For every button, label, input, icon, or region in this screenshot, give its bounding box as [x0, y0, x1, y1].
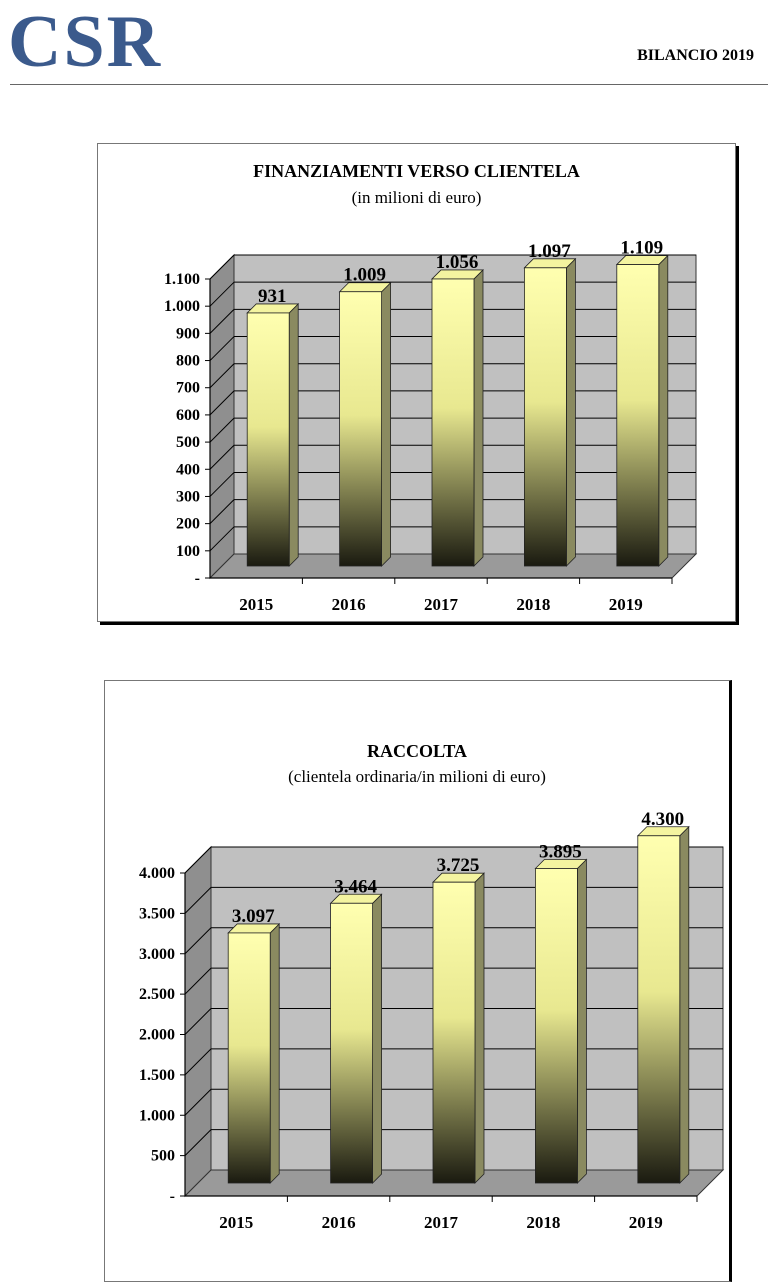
- csr-logo: CSR: [8, 1, 163, 83]
- bar-2018: [535, 868, 578, 1184]
- x-tick-label-2015: 2015: [219, 1213, 253, 1232]
- y-tick-label: 800: [176, 353, 200, 370]
- gridline-side: [184, 967, 212, 995]
- bar-2016: [339, 291, 383, 567]
- y-tick-label: 1.100: [164, 271, 200, 288]
- gridline-side: [209, 444, 235, 470]
- bar-2017: [432, 881, 476, 1184]
- y-tick-label: 1.500: [139, 1067, 175, 1084]
- gridline-side: [184, 1008, 212, 1035]
- chart-title: FINANZIAMENTI VERSO CLIENTELA: [253, 161, 580, 181]
- data-label-2015: 3.097: [232, 906, 275, 927]
- gridline-side: [209, 254, 235, 280]
- data-label-2017: 3.725: [437, 855, 480, 876]
- bar-side-2016: [372, 893, 383, 1184]
- x-tick-label-2019: 2019: [629, 1213, 663, 1232]
- data-label-2015: 931: [258, 286, 287, 307]
- data-label-2018: 3.895: [539, 841, 582, 862]
- y-tick-label: 200: [176, 516, 200, 533]
- bar-2019: [616, 264, 660, 567]
- bar-2016: [330, 902, 374, 1184]
- bar-side-2018: [577, 858, 587, 1184]
- gridline-side: [209, 417, 235, 443]
- data-label-2019: 4.300: [641, 809, 684, 830]
- y-tick-label: 100: [176, 543, 200, 560]
- gridline-side: [184, 927, 212, 955]
- gridline-side: [184, 1129, 212, 1156]
- bar-2015: [246, 312, 290, 567]
- bar-side-2017: [474, 872, 485, 1184]
- gridline-side: [184, 887, 212, 914]
- x-tick-label-2018: 2018: [516, 595, 550, 614]
- gridline-side: [184, 1048, 212, 1076]
- x-tick-label-2017: 2017: [424, 595, 459, 614]
- y-tick-label: 4.000: [139, 865, 175, 882]
- y-tick-label: 500: [176, 434, 200, 451]
- y-tick-label: -: [195, 570, 200, 587]
- gridline-side: [209, 336, 235, 361]
- gridline-side: [209, 281, 235, 307]
- data-label-2018: 1.097: [528, 241, 571, 262]
- x-tick-label-2018: 2018: [526, 1213, 560, 1232]
- data-label-2019: 1.109: [620, 238, 663, 259]
- y-tick-label: 900: [176, 325, 200, 342]
- y-tick-label: 1.000: [139, 1107, 175, 1124]
- y-tick-label: 3.000: [139, 946, 175, 963]
- x-tick-label-2015: 2015: [239, 595, 273, 614]
- y-tick-label: 600: [176, 407, 200, 424]
- y-tick-label: 700: [176, 380, 200, 397]
- gridline-side: [209, 363, 235, 389]
- x-tick-label-2017: 2017: [424, 1213, 459, 1232]
- y-tick-label: 2.500: [139, 986, 175, 1003]
- y-tick-label: 3.500: [139, 905, 175, 922]
- bar-2015: [227, 932, 271, 1184]
- bar-side-2019: [679, 825, 690, 1184]
- x-tick-label-2019: 2019: [609, 595, 643, 614]
- report-title: BILANCIO 2019: [637, 47, 754, 64]
- bar-side-2015: [269, 922, 280, 1184]
- x-tick-label-2016: 2016: [322, 1213, 356, 1232]
- x-tick-label-2016: 2016: [332, 595, 366, 614]
- y-tick-label: 1.000: [164, 298, 200, 315]
- chart-subtitle: (in milioni di euro): [351, 188, 482, 207]
- y-tick-label: 500: [151, 1148, 175, 1165]
- chart-subtitle: (clientela ordinaria/in milioni di euro): [288, 767, 546, 786]
- chart-title: RACCOLTA: [366, 741, 468, 761]
- bar-2017: [431, 278, 475, 567]
- data-label-2016: 3.464: [334, 876, 377, 897]
- y-tick-label: -: [170, 1188, 175, 1205]
- gridline-side: [209, 390, 235, 416]
- gridline-side: [209, 499, 235, 524]
- data-label-2017: 1.056: [436, 252, 479, 273]
- y-tick-label: 300: [176, 488, 200, 505]
- y-tick-label: 400: [176, 461, 200, 478]
- bar-2018: [524, 267, 567, 567]
- gridline-side: [184, 846, 212, 874]
- gridline-side: [209, 472, 235, 497]
- gridline-side: [184, 1088, 212, 1116]
- bar-2019: [637, 835, 681, 1184]
- data-label-2016: 1.009: [343, 265, 386, 286]
- gridline-side: [209, 309, 235, 334]
- y-tick-label: 2.000: [139, 1027, 175, 1044]
- gridline-side: [209, 526, 235, 552]
- header-divider: [10, 84, 768, 85]
